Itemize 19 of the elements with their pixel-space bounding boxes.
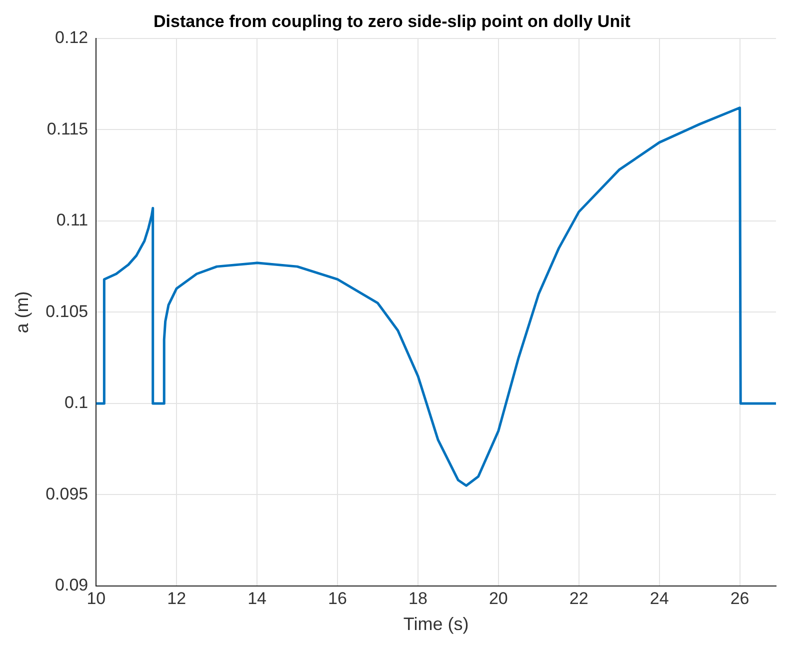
x-tick-label: 26 <box>730 588 750 608</box>
x-tick-label: 22 <box>569 588 588 608</box>
y-tick-label: 0.09 <box>55 576 88 595</box>
chart-title: Distance from coupling to zero side-slip point on dolly Unit <box>154 12 631 31</box>
x-axis-title: Time (s) <box>403 614 469 634</box>
y-tick-label: 0.1 <box>64 393 88 412</box>
x-tick-label: 16 <box>328 588 347 608</box>
y-tick-label: 0.11 <box>56 210 88 230</box>
x-tick-label: 18 <box>408 588 428 608</box>
y-tick-label: 0.105 <box>46 302 88 321</box>
y-axis-title: a (m) <box>12 291 32 334</box>
y-tick-label: 0.12 <box>55 28 88 48</box>
y-tick-label: 0.115 <box>46 119 88 138</box>
x-tick-label: 10 <box>86 588 106 608</box>
x-tick-label: 12 <box>167 588 186 608</box>
y-tick-label: 0.095 <box>46 484 88 504</box>
x-tick-label: 24 <box>650 588 669 608</box>
x-tick-label: 20 <box>488 588 508 608</box>
x-tick-label: 14 <box>248 588 267 608</box>
